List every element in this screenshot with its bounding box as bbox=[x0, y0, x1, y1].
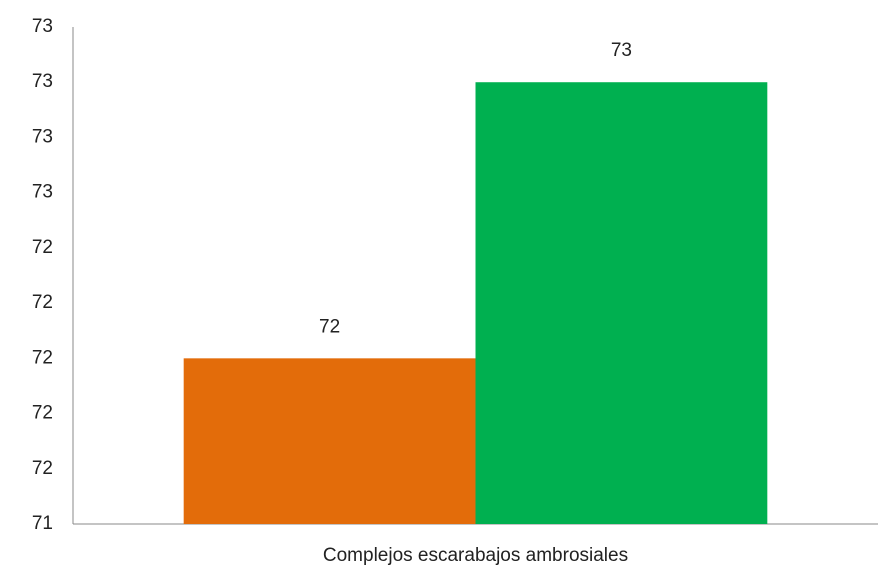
y-tick-label: 73 bbox=[32, 182, 53, 203]
data-label: 73 bbox=[611, 40, 632, 61]
bar bbox=[183, 358, 476, 524]
y-tick-label: 72 bbox=[32, 347, 53, 368]
y-tick-label: 72 bbox=[32, 403, 53, 424]
y-tick-label: 71 bbox=[32, 513, 53, 534]
y-tick-label: 72 bbox=[32, 292, 53, 313]
y-tick-label: 73 bbox=[32, 126, 53, 147]
x-tick-label: Complejos escarabajos ambrosiales bbox=[323, 545, 628, 566]
y-tick-label: 72 bbox=[32, 237, 53, 258]
bar bbox=[475, 82, 768, 524]
y-tick-label: 72 bbox=[32, 458, 53, 479]
y-tick-label: 73 bbox=[32, 16, 53, 37]
y-tick-label: 73 bbox=[32, 71, 53, 92]
data-label: 72 bbox=[319, 316, 340, 337]
